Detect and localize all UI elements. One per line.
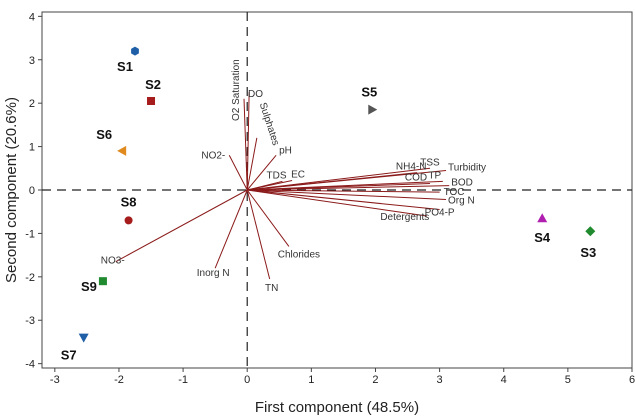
loading-label: Detergents: [380, 212, 429, 223]
loading-vector: [115, 189, 248, 263]
loading-label: TP: [428, 170, 441, 181]
x-tick-label: -2: [114, 374, 124, 386]
y-tick-label: 4: [29, 11, 35, 23]
x-tick-label: 5: [565, 374, 571, 386]
x-tick-label: 3: [437, 374, 443, 386]
x-tick-label: 0: [244, 374, 250, 386]
loading-label: O2 Saturation: [231, 59, 242, 121]
site-point: [537, 213, 548, 223]
loading-label: TOC: [444, 187, 465, 198]
site-labels: S1 S2 S5 S6 S8 S4 S3 S9 S7: [61, 59, 597, 363]
loading-vector: [246, 92, 250, 191]
loading-label: PO4-P: [425, 208, 455, 219]
site-point: [131, 46, 139, 56]
site-label: S2: [145, 77, 161, 92]
site-point: [117, 145, 127, 156]
y-axis-title: Second component (20.6%): [3, 97, 20, 283]
x-tick-label: 1: [308, 374, 314, 386]
site-label: S8: [121, 194, 137, 209]
site-label: S1: [117, 59, 133, 74]
loading-label: TDS: [266, 170, 286, 181]
x-tick-label: 6: [629, 374, 635, 386]
loading-label: Chlorides: [278, 249, 320, 260]
loading-vector: [247, 189, 440, 211]
loading-vector: [246, 189, 290, 247]
loading-label: NO2-: [201, 150, 225, 161]
site-label: S5: [361, 85, 377, 100]
y-tick-label: 1: [29, 142, 35, 154]
loading-label: Sulphates: [257, 101, 281, 147]
y-tick-label: -3: [25, 315, 35, 327]
site-point: [585, 226, 596, 237]
site-point: [78, 333, 89, 343]
loading-label: Turbidity: [448, 162, 486, 173]
loading-label: COD: [405, 172, 427, 183]
loading-vector: [247, 189, 440, 193]
loading-label: pH: [279, 145, 292, 156]
loading-label: DO: [248, 89, 263, 100]
loading-label: EC: [291, 169, 305, 180]
loading-vector: [247, 185, 450, 191]
x-tick-label: 4: [501, 374, 507, 386]
loading-vector: [247, 189, 427, 217]
site-point: [368, 104, 378, 115]
loading-label: NH4-N: [396, 162, 427, 173]
loading-vector: [246, 154, 277, 191]
loading-vectors: [115, 92, 450, 280]
site-point: [124, 216, 133, 225]
x-tick-label: -1: [178, 374, 188, 386]
site-points: [78, 46, 596, 343]
loading-label: BOD: [451, 178, 473, 189]
y-tick-label: 3: [29, 55, 35, 67]
loading-vector: [247, 180, 443, 191]
loading-vector: [247, 189, 447, 201]
site-label: S9: [81, 279, 97, 294]
site-label: S6: [96, 127, 112, 142]
y-tick-label: 2: [29, 98, 35, 110]
site-point: [98, 277, 107, 286]
y-tick-label: -1: [25, 228, 35, 240]
x-tick-label: 2: [372, 374, 378, 386]
loading-vector: [247, 169, 447, 191]
loading-vector: [247, 167, 431, 191]
y-tick-label: 0: [29, 185, 35, 197]
site-label: S3: [580, 245, 596, 260]
x-axis-title: First component (48.5%): [255, 399, 419, 416]
site-label: S7: [61, 348, 77, 363]
reference-lines: [42, 12, 632, 368]
loading-label: Org N: [448, 196, 475, 207]
loading-vector: [247, 179, 293, 191]
loading-label: TN: [265, 283, 278, 294]
site-label: S4: [534, 230, 551, 245]
loading-vector: [214, 189, 248, 269]
loading-vector: [228, 155, 248, 191]
loading-vector: [246, 137, 258, 191]
y-tick-label: -2: [25, 272, 35, 284]
x-tick-label: -3: [50, 374, 60, 386]
axis-ticks: -3 -2 -1 0 1 2 3 4 5 6 -4 -3 -2 -1 0 1 2 3 4: [25, 11, 635, 386]
loading-label: NO3-: [101, 256, 125, 267]
loading-vector: [243, 98, 248, 191]
loading-vector: [246, 189, 271, 280]
site-point: [147, 97, 156, 105]
loading-label: Inorg N: [197, 268, 230, 279]
loading-label: TSS: [420, 157, 440, 168]
y-tick-label: -4: [25, 359, 35, 371]
